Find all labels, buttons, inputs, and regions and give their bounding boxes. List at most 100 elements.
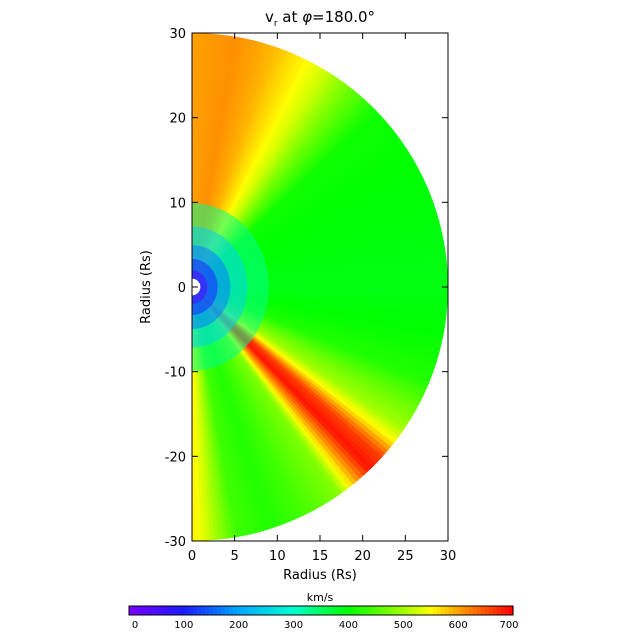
colorbar-segment <box>221 606 226 615</box>
colorbar-segment <box>417 606 422 615</box>
colorbar-segment <box>485 606 490 615</box>
colorbar-segment <box>369 606 374 615</box>
title-main: v <box>265 8 274 26</box>
title-sub: r <box>274 19 278 29</box>
x-ticks: 0 5 10 15 20 25 30 <box>188 33 456 564</box>
colorbar-segment <box>461 606 466 615</box>
colorbar-segment <box>149 606 154 615</box>
y-tick-label: 10 <box>169 196 186 211</box>
colorbar-segment <box>141 606 146 615</box>
chart-title: vr at φ=180.0° <box>265 8 375 29</box>
colorbar-segment <box>437 606 442 615</box>
colorbar-segment <box>209 606 214 615</box>
colorbar-segment <box>305 606 310 615</box>
colorbar-segment <box>145 606 150 615</box>
core-ring <box>192 259 218 315</box>
colorbar <box>128 605 514 616</box>
colorbar-tick-label: 500 <box>394 620 413 631</box>
colorbar-segment <box>153 606 158 615</box>
colorbar-segment <box>421 606 426 615</box>
colorbar-segment <box>441 606 446 615</box>
colorbar-segment <box>277 606 282 615</box>
velocity-field <box>192 33 448 541</box>
colorbar-segment <box>157 606 162 615</box>
colorbar-segment <box>473 606 478 615</box>
colorbar-segment <box>193 606 198 615</box>
colorbar-segment <box>137 606 142 615</box>
colorbar-segment <box>501 606 506 615</box>
title-rest: at <box>278 8 303 26</box>
colorbar-segment <box>185 606 190 615</box>
colorbar-segment <box>401 606 406 615</box>
colorbar-segment <box>245 606 250 615</box>
colorbar-segment <box>329 606 334 615</box>
colorbar-segment <box>457 606 462 615</box>
colorbar-segment <box>169 606 174 615</box>
colorbar-segment <box>469 606 474 615</box>
colorbar-segment <box>477 606 482 615</box>
colorbar-tick-label: 700 <box>499 620 518 631</box>
y-ticks: -30 -20 -10 0 10 20 30 <box>165 27 448 550</box>
colorbar-segment <box>389 606 394 615</box>
colorbar-segment <box>273 606 278 615</box>
colorbar-segment <box>269 606 274 615</box>
colorbar-segment <box>377 606 382 615</box>
colorbar-ticks: 0 100 200 300 400 500 600 700 <box>132 620 519 631</box>
colorbar-segment <box>285 606 290 615</box>
colorbar-segment <box>497 606 502 615</box>
colorbar-tick-label: 600 <box>449 620 468 631</box>
y-tick-label: -10 <box>165 366 186 381</box>
colorbar-segment <box>165 606 170 615</box>
colorbar-segment <box>241 606 246 615</box>
colorbar-segment <box>433 606 438 615</box>
x-tick-label: 0 <box>188 549 196 564</box>
colorbar-segment <box>341 606 346 615</box>
colorbar-segment <box>253 606 258 615</box>
y-tick-label: -30 <box>165 535 186 550</box>
colorbar-segment <box>197 606 202 615</box>
colorbar-tick-label: 300 <box>284 620 303 631</box>
colorbar-segment <box>321 606 326 615</box>
colorbar-segment <box>505 606 510 615</box>
colorbar-segment <box>353 606 358 615</box>
colorbar-tick-label: 100 <box>174 620 193 631</box>
colorbar-segment <box>465 606 470 615</box>
colorbar-tick-label: 200 <box>229 620 248 631</box>
colorbar-segment <box>161 606 166 615</box>
colorbar-segment <box>261 606 266 615</box>
colorbar-segment <box>509 606 514 615</box>
title-phi: φ <box>302 8 312 26</box>
colorbar-segment <box>397 606 402 615</box>
colorbar-segment <box>181 606 186 615</box>
colorbar-label: km/s <box>307 591 334 604</box>
y-axis-label: Radius (Rs) <box>139 250 154 324</box>
colorbar-segment <box>337 606 342 615</box>
colorbar-segment <box>289 606 294 615</box>
x-tick-label: 5 <box>231 549 239 564</box>
colorbar-segment <box>317 606 322 615</box>
colorbar-segment <box>237 606 242 615</box>
colorbar-segment <box>393 606 398 615</box>
colorbar-segment <box>489 606 494 615</box>
colorbar-segment <box>429 606 434 615</box>
x-tick-label: 30 <box>440 549 457 564</box>
colorbar-segment <box>413 606 418 615</box>
colorbar-tick-label: 0 <box>132 620 138 631</box>
colorbar-frame <box>128 605 514 616</box>
colorbar-segment <box>309 606 314 615</box>
x-tick-label: 15 <box>312 549 329 564</box>
colorbar-segment <box>325 606 330 615</box>
colorbar-segment <box>349 606 354 615</box>
colorbar-segment <box>281 606 286 615</box>
colorbar-segment <box>189 606 194 615</box>
colorbar-segment <box>365 606 370 615</box>
colorbar-segment <box>173 606 178 615</box>
colorbar-segment <box>453 606 458 615</box>
colorbar-segment <box>217 606 222 615</box>
colorbar-segment <box>373 606 378 615</box>
colorbar-segment <box>177 606 182 615</box>
colorbar-segment <box>361 606 366 615</box>
colorbar-segment <box>257 606 262 615</box>
colorbar-segment <box>225 606 230 615</box>
